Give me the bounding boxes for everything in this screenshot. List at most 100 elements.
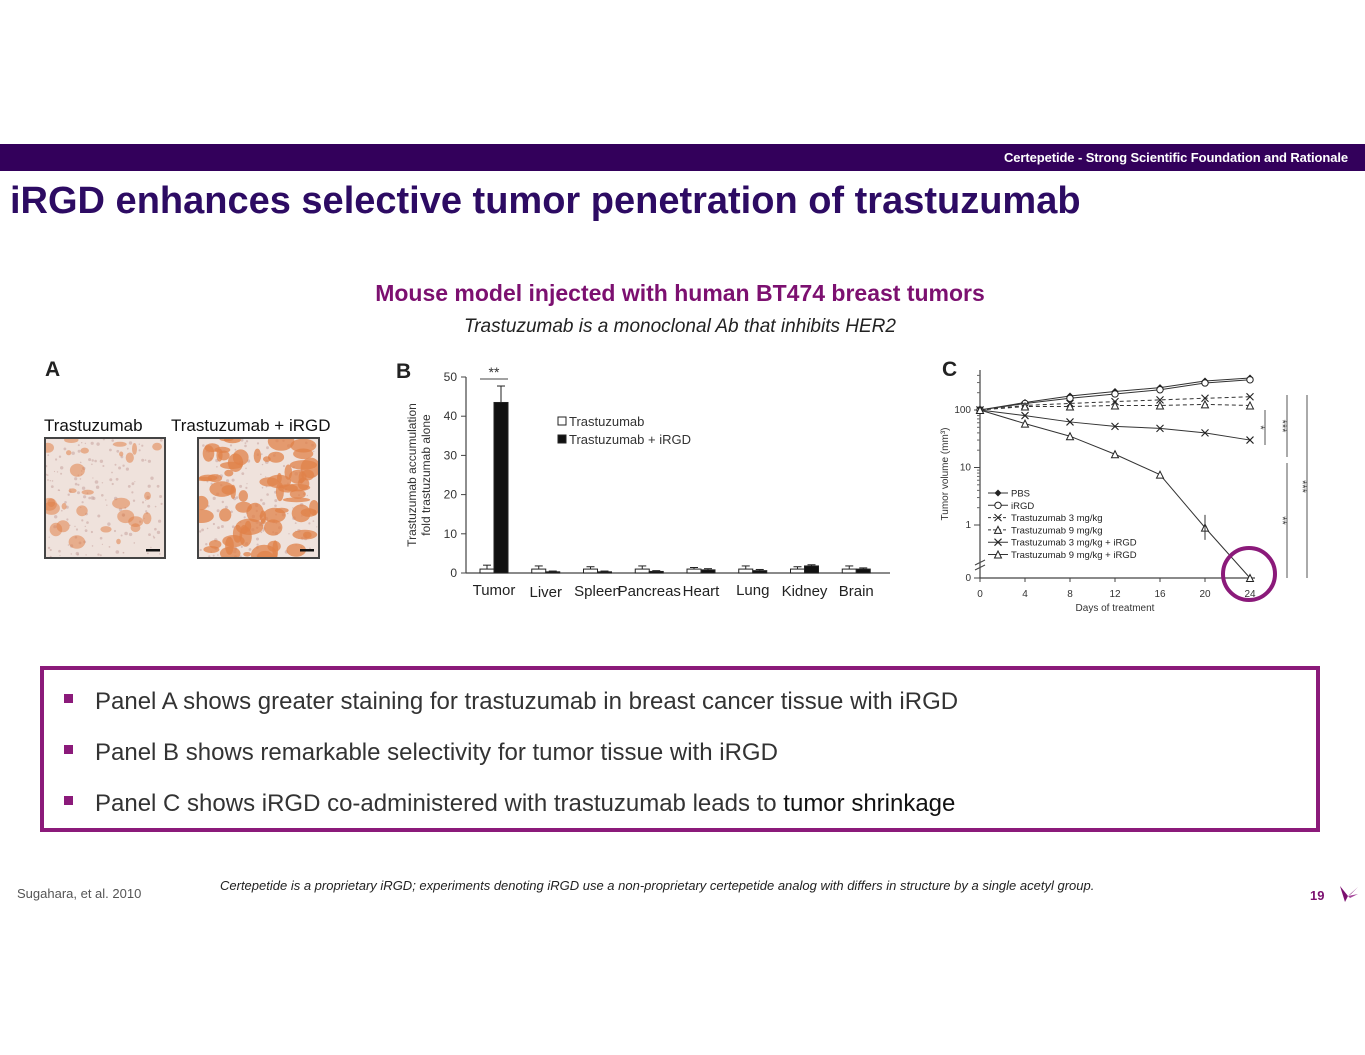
bar-trastuzumab-irgd [700,569,716,574]
data-point [1246,392,1254,401]
key-points-box: Panel A shows greater staining for trast… [40,666,1320,832]
stain-blob [132,443,137,455]
legend-marker [994,489,1002,497]
category-label: Liver [529,584,562,601]
stain-blob [243,552,252,557]
stain-blob [61,503,67,510]
stain-blob [263,456,271,462]
bullet-text: Panel B shows remarkable selectivity for… [95,739,778,766]
legend-marker [994,501,1002,510]
tissue-speck [221,500,224,504]
tissue-speck [156,530,161,535]
tissue-speck [206,527,209,530]
stain-blob [290,439,317,453]
data-point [1111,422,1119,431]
tissue-speck [239,484,243,488]
tissue-speck [156,484,160,488]
tissue-speck [115,550,120,554]
legend-label: Trastuzumab 3 mg/kg + iRGD [1011,538,1137,549]
tissue-speck [217,526,220,529]
tissue-speck [235,496,239,499]
x-tick-label: 16 [1154,589,1166,600]
bar-trastuzumab [634,568,650,574]
data-point [1065,431,1075,441]
tissue-speck [116,449,120,453]
tissue-speck [113,529,117,533]
tissue-speck [97,514,101,518]
stain-blob [284,464,293,480]
data-point [1201,394,1209,403]
tissue-speck [216,466,218,468]
x-tick-label: 4 [1022,589,1028,600]
stain-blob [68,488,77,493]
stain-blob [207,474,223,483]
data-point [1066,394,1074,402]
tissue-speck [84,442,87,445]
stain-blob [209,540,222,549]
tissue-speck [148,533,151,536]
bar-trastuzumab [686,568,702,574]
tissue-speck [260,473,262,475]
tissue-speck [134,481,136,483]
panel-a-label-trastuzumab-irgd: Trastuzumab + iRGD [171,416,331,435]
tissue-speck [308,522,311,525]
subheading: Mouse model injected with human BT474 br… [375,280,985,306]
tissue-speck [115,477,119,481]
tissue-speck [88,496,91,500]
category-label: Lung [736,582,769,599]
y-tick-label: 30 [444,448,458,462]
significance-label: ** [489,364,500,380]
bar-trastuzumab-irgd [855,568,871,574]
tissue-speck [88,458,92,462]
series-trastuzumab-9-mg-kg [975,399,1255,414]
tissue-speck [147,459,151,463]
tissue-speck [274,499,278,503]
tissue-speck [240,545,243,548]
tissue-speck [90,441,94,445]
legend-label: PBS [1011,489,1030,500]
data-point [1156,386,1164,394]
bullet-text: Panel C shows iRGD co-administered with … [95,790,784,817]
stain-blob [238,490,248,502]
panel-a-letter: A [45,358,61,381]
y-tick-label: 0 [450,566,457,580]
tissue-speck [60,466,64,470]
legend-entry: Trastuzumab 3 mg/kg + iRGD [988,538,1137,549]
tissue-speck [77,444,80,447]
stain-blob [144,491,151,500]
tissue-speck [274,504,277,508]
stain-blob [64,439,79,443]
tissue-speck [244,442,247,444]
tissue-speck [94,480,99,484]
category-label: Heart [683,583,721,600]
bullet-marker [64,745,73,755]
tissue-speck [262,529,265,532]
x-tick-label: 8 [1067,589,1073,600]
significance-label: *** [1276,420,1288,434]
tissue-speck [55,458,58,461]
y-tick-label: 100 [954,405,971,416]
tissue-speck [160,502,163,505]
bar-trastuzumab-irgd [597,571,612,574]
tissue-speck [66,518,69,521]
tissue-speck [99,459,104,463]
tissue-speck [49,548,52,552]
y-axis-label: Tumor volume (mm³) [940,428,951,521]
tissue-speck [261,463,264,466]
tissue-speck [76,553,79,556]
stain-blob [264,519,283,536]
tissue-speck [205,543,208,546]
tissue-speck [92,477,94,479]
tissue-speck [260,498,263,502]
stain-blob [219,508,232,522]
stain-blob [267,451,285,463]
stain-blob [46,442,54,453]
tissue-speck [59,554,61,557]
legend-entry: PBS [988,489,1030,500]
tissue-speck [286,512,289,515]
panel-c-letter: C [942,358,958,381]
tissue-speck [75,528,79,531]
header-band: Certepetide - Strong Scientific Foundati… [0,144,1365,171]
significance-label: ** [1276,516,1288,525]
legend-swatch [557,416,567,426]
